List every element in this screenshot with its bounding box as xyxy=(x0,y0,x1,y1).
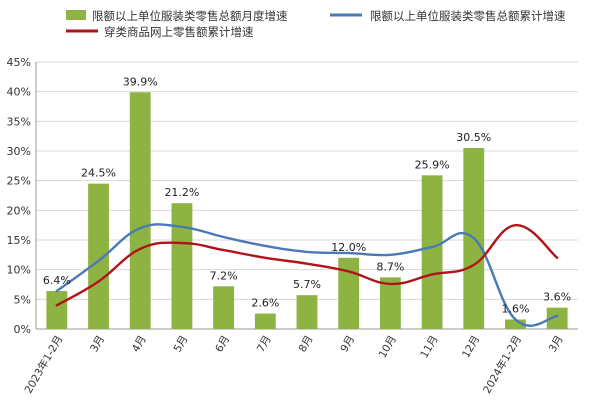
legend-label-online: 穿类商品网上零售额累计增速 xyxy=(104,25,254,39)
grid xyxy=(35,61,578,330)
legend-label-cumulative: 限额以上单位服装类零售总额累计增速 xyxy=(370,9,566,23)
bar xyxy=(88,183,109,329)
bar-value-label: 1.6% xyxy=(501,303,529,316)
x-tick-label: 11月 xyxy=(418,334,440,361)
bar xyxy=(379,277,401,329)
bar xyxy=(171,203,193,329)
bar-value-label: 39.9% xyxy=(123,75,158,88)
x-tick-label: 7月 xyxy=(255,334,274,355)
data-labels: 6.4% 24.5% 39.9% 21.2% 7.2% 2.6% 5.7% 12.0% 8.7%… xyxy=(43,75,571,315)
bar xyxy=(254,313,276,329)
line-online-growth xyxy=(55,224,559,307)
y-tick-label: 0% xyxy=(14,323,31,336)
bar xyxy=(421,175,443,329)
x-tick-label: 6月 xyxy=(213,334,232,355)
line-cumulative-growth xyxy=(55,223,559,327)
x-tick-label: 9月 xyxy=(338,334,357,355)
bar xyxy=(46,291,68,329)
y-tick-label: 20% xyxy=(7,204,31,217)
x-tick-label: 3月 xyxy=(547,334,566,355)
bar-value-label: 12.0% xyxy=(331,241,366,254)
x-tick-label: 2023年1-2月 xyxy=(22,333,66,396)
y-axis-ticks: 0% 5% 10% 15% 20% 25% 30% 35% 40% 45% xyxy=(7,56,31,336)
x-axis-ticks: 2023年1-2月 3月 4月 5月 6月 7月 8月 9月 10月 11月 12月2024年1-2… xyxy=(22,333,566,396)
bar xyxy=(505,319,526,329)
bar xyxy=(338,257,360,329)
y-tick-label: 5% xyxy=(14,293,31,306)
x-tick-label: 12月 xyxy=(460,334,482,361)
bar xyxy=(546,307,568,329)
bar-value-label: 2.6% xyxy=(251,297,279,310)
x-tick-label: 2024年1-2月 xyxy=(480,333,524,396)
x-tick-label: 4月 xyxy=(130,334,149,355)
bar-value-label: 30.5% xyxy=(456,131,491,144)
bar-value-label: 25.9% xyxy=(415,158,450,171)
y-tick-label: 15% xyxy=(7,234,31,247)
x-tick-label: 3月 xyxy=(88,334,107,355)
y-tick-label: 30% xyxy=(7,145,31,158)
bar xyxy=(129,92,151,329)
x-tick-label: 8月 xyxy=(297,334,316,355)
bar-value-label: 6.4% xyxy=(43,274,71,287)
bar-value-label: 3.6% xyxy=(543,291,571,304)
legend: 限额以上单位服装类零售总额月度增速 限额以上单位服装类零售总额累计增速 穿类商品… xyxy=(66,9,566,39)
x-tick-label: 10月 xyxy=(377,334,399,361)
y-tick-label: 40% xyxy=(7,86,31,99)
bars xyxy=(46,92,568,329)
y-tick-label: 35% xyxy=(7,115,31,128)
bar-value-label: 21.2% xyxy=(164,186,199,199)
bar-value-label: 7.2% xyxy=(210,269,238,282)
bar-value-label: 8.7% xyxy=(376,260,404,273)
legend-label-monthly: 限额以上单位服装类零售总额月度增速 xyxy=(92,9,288,23)
bar-value-label: 5.7% xyxy=(293,278,321,291)
x-tick-label: 5月 xyxy=(172,334,191,355)
y-tick-label: 25% xyxy=(7,175,31,188)
y-tick-label: 45% xyxy=(7,56,31,69)
bar xyxy=(213,286,235,329)
bar-value-label: 24.5% xyxy=(81,167,116,180)
bar xyxy=(296,295,318,329)
legend-swatch-monthly xyxy=(66,10,86,20)
y-tick-label: 10% xyxy=(7,264,31,277)
lines xyxy=(55,223,559,327)
